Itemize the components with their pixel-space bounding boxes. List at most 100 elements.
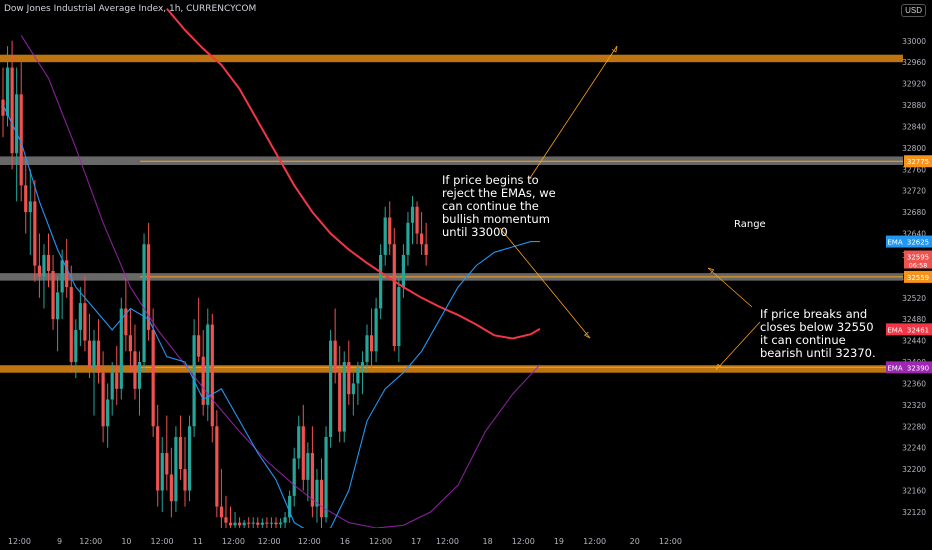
- candle-body: [19, 94, 23, 186]
- candle-body: [1, 99, 5, 116]
- candle-body: [60, 260, 64, 293]
- candle-body: [156, 426, 160, 491]
- candle-body: [56, 292, 60, 320]
- y-tick-label: 32720: [902, 187, 926, 196]
- candle-body: [324, 436, 328, 518]
- candle-body: [46, 254, 51, 271]
- candle-body: [388, 217, 392, 245]
- candle-body: [174, 436, 178, 502]
- x-tick-label: 12:00: [79, 537, 102, 546]
- candle-body: [37, 265, 41, 277]
- candle-body: [347, 362, 351, 395]
- time-axis[interactable]: 12:00 9 12:00 10 12:00 11 12:00 12:00 12:00 16 12:…: [0, 528, 932, 550]
- candle-body: [224, 517, 228, 523]
- y-tick-label: 32880: [902, 101, 926, 110]
- arrow-to-ema-head: [583, 331, 591, 339]
- x-tick-label: 10: [121, 537, 131, 546]
- candle-body: [410, 206, 415, 223]
- candle-body: [238, 522, 242, 526]
- candles-layer: [1, 40, 428, 528]
- candle-body: [365, 335, 369, 363]
- zone-orange-3: [0, 365, 903, 373]
- candle-body: [251, 522, 255, 524]
- candle-body: [115, 372, 119, 389]
- range-label[interactable]: Range: [734, 219, 766, 230]
- candle-body: [424, 244, 428, 255]
- candle-body: [420, 233, 424, 245]
- price-tag: [904, 323, 932, 336]
- axis-bg-x: [0, 528, 932, 550]
- arrow-to-ema: [499, 227, 591, 339]
- y-tick-label: 32480: [902, 315, 926, 324]
- x-tick-label: 12:00: [512, 537, 535, 546]
- candle-body: [142, 244, 146, 363]
- candle-body: [206, 324, 210, 405]
- candle-body: [265, 522, 269, 524]
- y-tick-label: 33000: [902, 37, 926, 46]
- candle-body: [415, 206, 419, 234]
- candle-body: [329, 340, 333, 437]
- ema-tag-text: EMA: [887, 239, 902, 247]
- x-tick-label: 11: [193, 537, 203, 546]
- candle-body: [101, 372, 105, 427]
- price-tag-text: 32390: [907, 364, 929, 372]
- candle-body: [406, 222, 410, 255]
- arrow-to-32370: [715, 321, 761, 371]
- y-tick-label: 32360: [902, 379, 926, 388]
- y-tick-label: 32920: [902, 80, 926, 89]
- candle-body: [128, 335, 132, 352]
- candle-body: [283, 517, 287, 523]
- candle-body: [274, 522, 278, 525]
- candle-body: [401, 254, 405, 288]
- candle-body: [306, 453, 310, 480]
- ema-line-0: [166, 7, 541, 340]
- x-tick-label: 19: [554, 537, 564, 546]
- currency-badge[interactable]: USD: [901, 4, 926, 17]
- price-tag-text: 32775: [907, 158, 929, 166]
- x-tick-label: 12:00: [8, 537, 31, 546]
- y-tick-label: 32320: [902, 401, 926, 410]
- candle-body: [219, 506, 223, 518]
- ema-tag: [886, 323, 904, 336]
- arrow-to-32370-head: [715, 363, 722, 371]
- candle-body: [351, 383, 355, 395]
- x-tick-label: 9: [57, 537, 62, 546]
- candle-body: [333, 340, 337, 373]
- ema-tag: [886, 361, 904, 374]
- candle-body: [215, 426, 219, 507]
- candle-body: [342, 362, 346, 432]
- x-tick-label: 12:00: [298, 537, 321, 546]
- x-tick-label: 20: [630, 537, 640, 546]
- candle-body: [360, 362, 365, 368]
- candle-body: [197, 335, 201, 357]
- candle-body: [78, 303, 82, 330]
- candle-body: [356, 367, 360, 384]
- candle-body: [33, 201, 37, 266]
- candle-body: [187, 426, 192, 491]
- price-tag-text: 32559: [907, 274, 929, 282]
- candle-body: [228, 522, 233, 526]
- price-tag: [904, 235, 932, 248]
- y-tick-label: 32240: [902, 444, 926, 453]
- arrows-layer: [499, 45, 761, 371]
- candle-body: [210, 324, 214, 427]
- candle-body: [278, 522, 283, 525]
- zone-grey-1: [0, 156, 903, 165]
- ema-tag-text: EMA: [887, 326, 902, 334]
- chart-title: Dow Jones Industrial Average Index, 1h, …: [4, 4, 257, 14]
- x-tick-label: 12:00: [222, 537, 245, 546]
- y-tick-label: 32800: [902, 144, 926, 153]
- candle-body: [256, 522, 260, 525]
- candle-body: [301, 426, 305, 480]
- candle-body: [315, 479, 319, 507]
- arrow-to-32550-head: [707, 267, 715, 274]
- y-tick-label: 32680: [902, 208, 926, 217]
- candle-body: [28, 201, 32, 213]
- price-tag-text: 32461: [907, 326, 929, 334]
- bearish-note[interactable]: If price breaks and closes below 32550 i…: [760, 307, 876, 360]
- zone-orange-0: [0, 54, 903, 63]
- bullish-note[interactable]: If price begins to reject the EMAs, we c…: [442, 173, 556, 239]
- candle-body: [92, 340, 96, 368]
- candle-body: [133, 351, 137, 389]
